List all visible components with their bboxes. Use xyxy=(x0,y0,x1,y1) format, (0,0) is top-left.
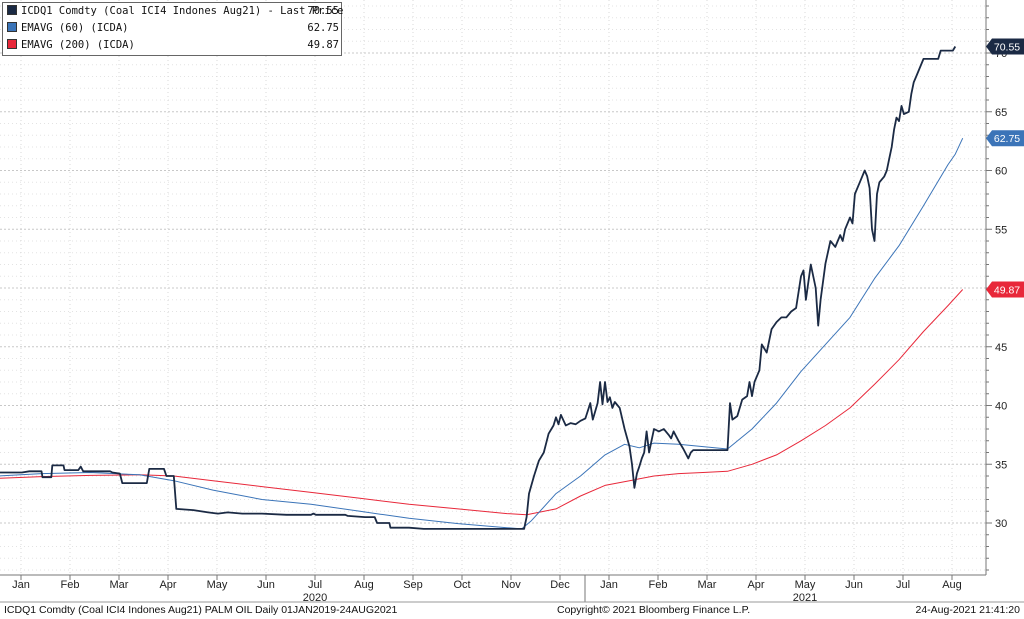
legend-row-price: ICDQ1 Comdty (Coal ICI4 Indones Aug21) -… xyxy=(7,4,343,18)
x-tick-label: Jul xyxy=(896,579,910,591)
legend-swatch-price xyxy=(7,5,17,15)
y-tick-label: 35 xyxy=(995,459,1007,471)
last-value-tags: 70.55 62.75 49.87 xyxy=(986,38,1024,298)
x-tick-label: Jan xyxy=(12,579,30,591)
y-tick-label: 45 xyxy=(995,342,1007,354)
x-tick-label: Jul xyxy=(308,579,322,591)
y-tick-label: 65 xyxy=(995,107,1007,119)
year-labels: 2020 2021 xyxy=(303,592,817,604)
last-value-tag-2 xyxy=(986,281,1024,298)
year-label: 2020 xyxy=(303,592,327,604)
footer-copyright: Copyright© 2021 Bloomberg Finance L.P. xyxy=(557,604,751,616)
last-value-label-1: 62.75 xyxy=(994,133,1020,145)
legend-row-ema200: EMAVG (200) (ICDA) 49.87 xyxy=(7,38,339,52)
legend-swatch-ema60 xyxy=(7,22,17,32)
series-lines xyxy=(0,46,964,530)
x-tick-label: Sep xyxy=(403,579,423,591)
x-tick-label: May xyxy=(207,579,228,591)
year-label: 2021 xyxy=(793,592,817,604)
legend-value-price: 70.55 xyxy=(307,5,339,17)
x-tick-label: Feb xyxy=(649,579,668,591)
series-line-2 xyxy=(0,289,964,516)
x-tick-label: Dec xyxy=(550,579,570,591)
x-tick-label: Mar xyxy=(110,579,129,591)
legend-row-ema60: EMAVG (60) (ICDA) 62.75 xyxy=(7,21,339,35)
y-tick-label: 60 xyxy=(995,166,1007,178)
legend-value-ema200: 49.87 xyxy=(307,39,339,51)
x-tick-label: Oct xyxy=(453,579,470,591)
footer-description: ICDQ1 Comdty (Coal ICI4 Indones Aug21) P… xyxy=(4,604,398,616)
series-line-0 xyxy=(0,46,957,530)
last-value-tag-0 xyxy=(986,38,1024,55)
y-tick-label: 40 xyxy=(995,401,1007,413)
x-tick-label: Apr xyxy=(159,579,176,591)
last-value-label-2: 49.87 xyxy=(994,285,1020,297)
chart-legend: ICDQ1 Comdty (Coal ICI4 Indones Aug21) -… xyxy=(2,2,343,56)
x-tick-label: Jun xyxy=(257,579,275,591)
legend-label-ema200: EMAVG (200) (ICDA) xyxy=(21,39,135,51)
y-tick-label: 55 xyxy=(995,224,1007,236)
x-tick-label: Nov xyxy=(501,579,521,591)
last-value-label-0: 70.55 xyxy=(994,42,1020,54)
footer-timestamp: 24-Aug-2021 21:41:20 xyxy=(915,604,1020,616)
last-value-tag-1 xyxy=(986,130,1024,147)
series-line-1 xyxy=(0,137,964,530)
x-tick-label: Mar xyxy=(698,579,717,591)
grid-lines xyxy=(0,0,986,575)
x-tick-label: Jun xyxy=(845,579,863,591)
x-axis-ticks: Jan Feb Mar Apr May Jun Jul Aug Sep Oct Nov Dec Jan F… xyxy=(12,575,962,591)
legend-value-ema60: 62.75 xyxy=(307,22,339,34)
x-tick-label: Feb xyxy=(61,579,80,591)
x-tick-label: May xyxy=(795,579,816,591)
legend-label-price: ICDQ1 Comdty (Coal ICI4 Indones Aug21) -… xyxy=(21,5,344,17)
x-tick-label: Jan xyxy=(600,579,618,591)
y-tick-label: 30 xyxy=(995,518,1007,530)
x-tick-label: Aug xyxy=(354,579,374,591)
legend-swatch-ema200 xyxy=(7,39,17,49)
x-tick-label: Aug xyxy=(942,579,962,591)
legend-label-ema60: EMAVG (60) (ICDA) xyxy=(21,22,129,34)
x-tick-label: Apr xyxy=(747,579,764,591)
